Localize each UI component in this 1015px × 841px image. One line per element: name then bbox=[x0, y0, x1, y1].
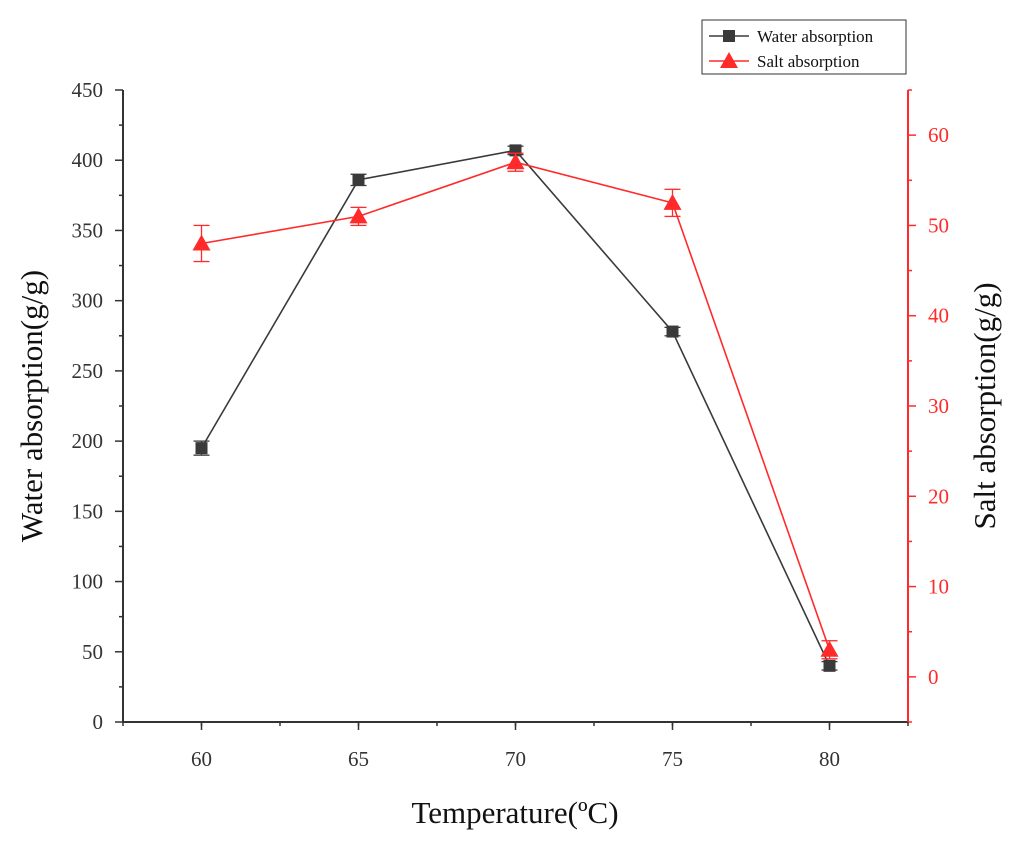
legend-item: Water absorption bbox=[709, 27, 874, 46]
y2-tick-label: 30 bbox=[928, 394, 949, 418]
y-tick-label: 100 bbox=[72, 570, 104, 594]
y-tick-label: 0 bbox=[93, 710, 104, 734]
legend-item: Salt absorption bbox=[709, 52, 860, 71]
bottom-axis-ticks: 60 65 70 75 80 bbox=[122, 722, 909, 771]
series-layer bbox=[192, 144, 839, 672]
y2-tick-label: 60 bbox=[928, 123, 949, 147]
legend-label: Water absorption bbox=[757, 27, 874, 46]
plot-frame bbox=[122, 90, 909, 723]
legend-box bbox=[701, 19, 907, 75]
data-point bbox=[195, 442, 208, 455]
right-axis-ticks: 0 10 20 30 40 50 60 bbox=[908, 89, 949, 723]
y-tick-label: 400 bbox=[72, 148, 104, 172]
series-line bbox=[201, 161, 831, 651]
y2-tick-label: 0 bbox=[928, 665, 939, 689]
y-tick-label: 300 bbox=[72, 289, 104, 313]
data-point bbox=[192, 234, 211, 251]
data-point bbox=[666, 325, 679, 338]
y-tick-label: 450 bbox=[72, 78, 104, 102]
data-point bbox=[823, 659, 836, 672]
x-tick-label: 75 bbox=[662, 747, 683, 771]
legend-label: Salt absorption bbox=[757, 52, 860, 71]
data-point bbox=[506, 153, 525, 170]
x-tick-label: 65 bbox=[348, 747, 369, 771]
legend-marker bbox=[723, 30, 735, 42]
y-tick-label: 350 bbox=[72, 218, 104, 242]
y2-tick-label: 40 bbox=[928, 304, 949, 328]
y-axis-title: Water absorption(g/g) bbox=[14, 270, 49, 542]
legend: Water absorption Salt absorption bbox=[701, 19, 907, 75]
legend-items: Water absorption Salt absorption bbox=[709, 27, 874, 71]
y-tick-label: 200 bbox=[72, 429, 104, 453]
data-point bbox=[663, 193, 682, 210]
y2-axis-title: Salt absorption(g/g) bbox=[967, 282, 1002, 529]
y-tick-label: 250 bbox=[72, 359, 104, 383]
y-tick-label: 50 bbox=[82, 640, 103, 664]
y2-tick-label: 20 bbox=[928, 484, 949, 508]
series-salt-absorption bbox=[192, 152, 839, 660]
x-tick-label: 80 bbox=[819, 747, 840, 771]
series-water-absorption bbox=[193, 144, 838, 672]
x-tick-label: 60 bbox=[191, 747, 212, 771]
y-tick-label: 150 bbox=[72, 499, 104, 523]
data-point bbox=[820, 640, 839, 657]
data-point bbox=[352, 173, 365, 186]
x-tick-label: 70 bbox=[505, 747, 526, 771]
legend-marker bbox=[720, 52, 738, 68]
y2-tick-label: 10 bbox=[928, 575, 949, 599]
left-axis-ticks: 0 50 100 150 200 250 300 350 400 450 bbox=[72, 78, 123, 734]
y2-tick-label: 50 bbox=[928, 213, 949, 237]
data-point bbox=[349, 207, 368, 224]
x-axis-title: Temperature(ºC) bbox=[411, 795, 618, 830]
